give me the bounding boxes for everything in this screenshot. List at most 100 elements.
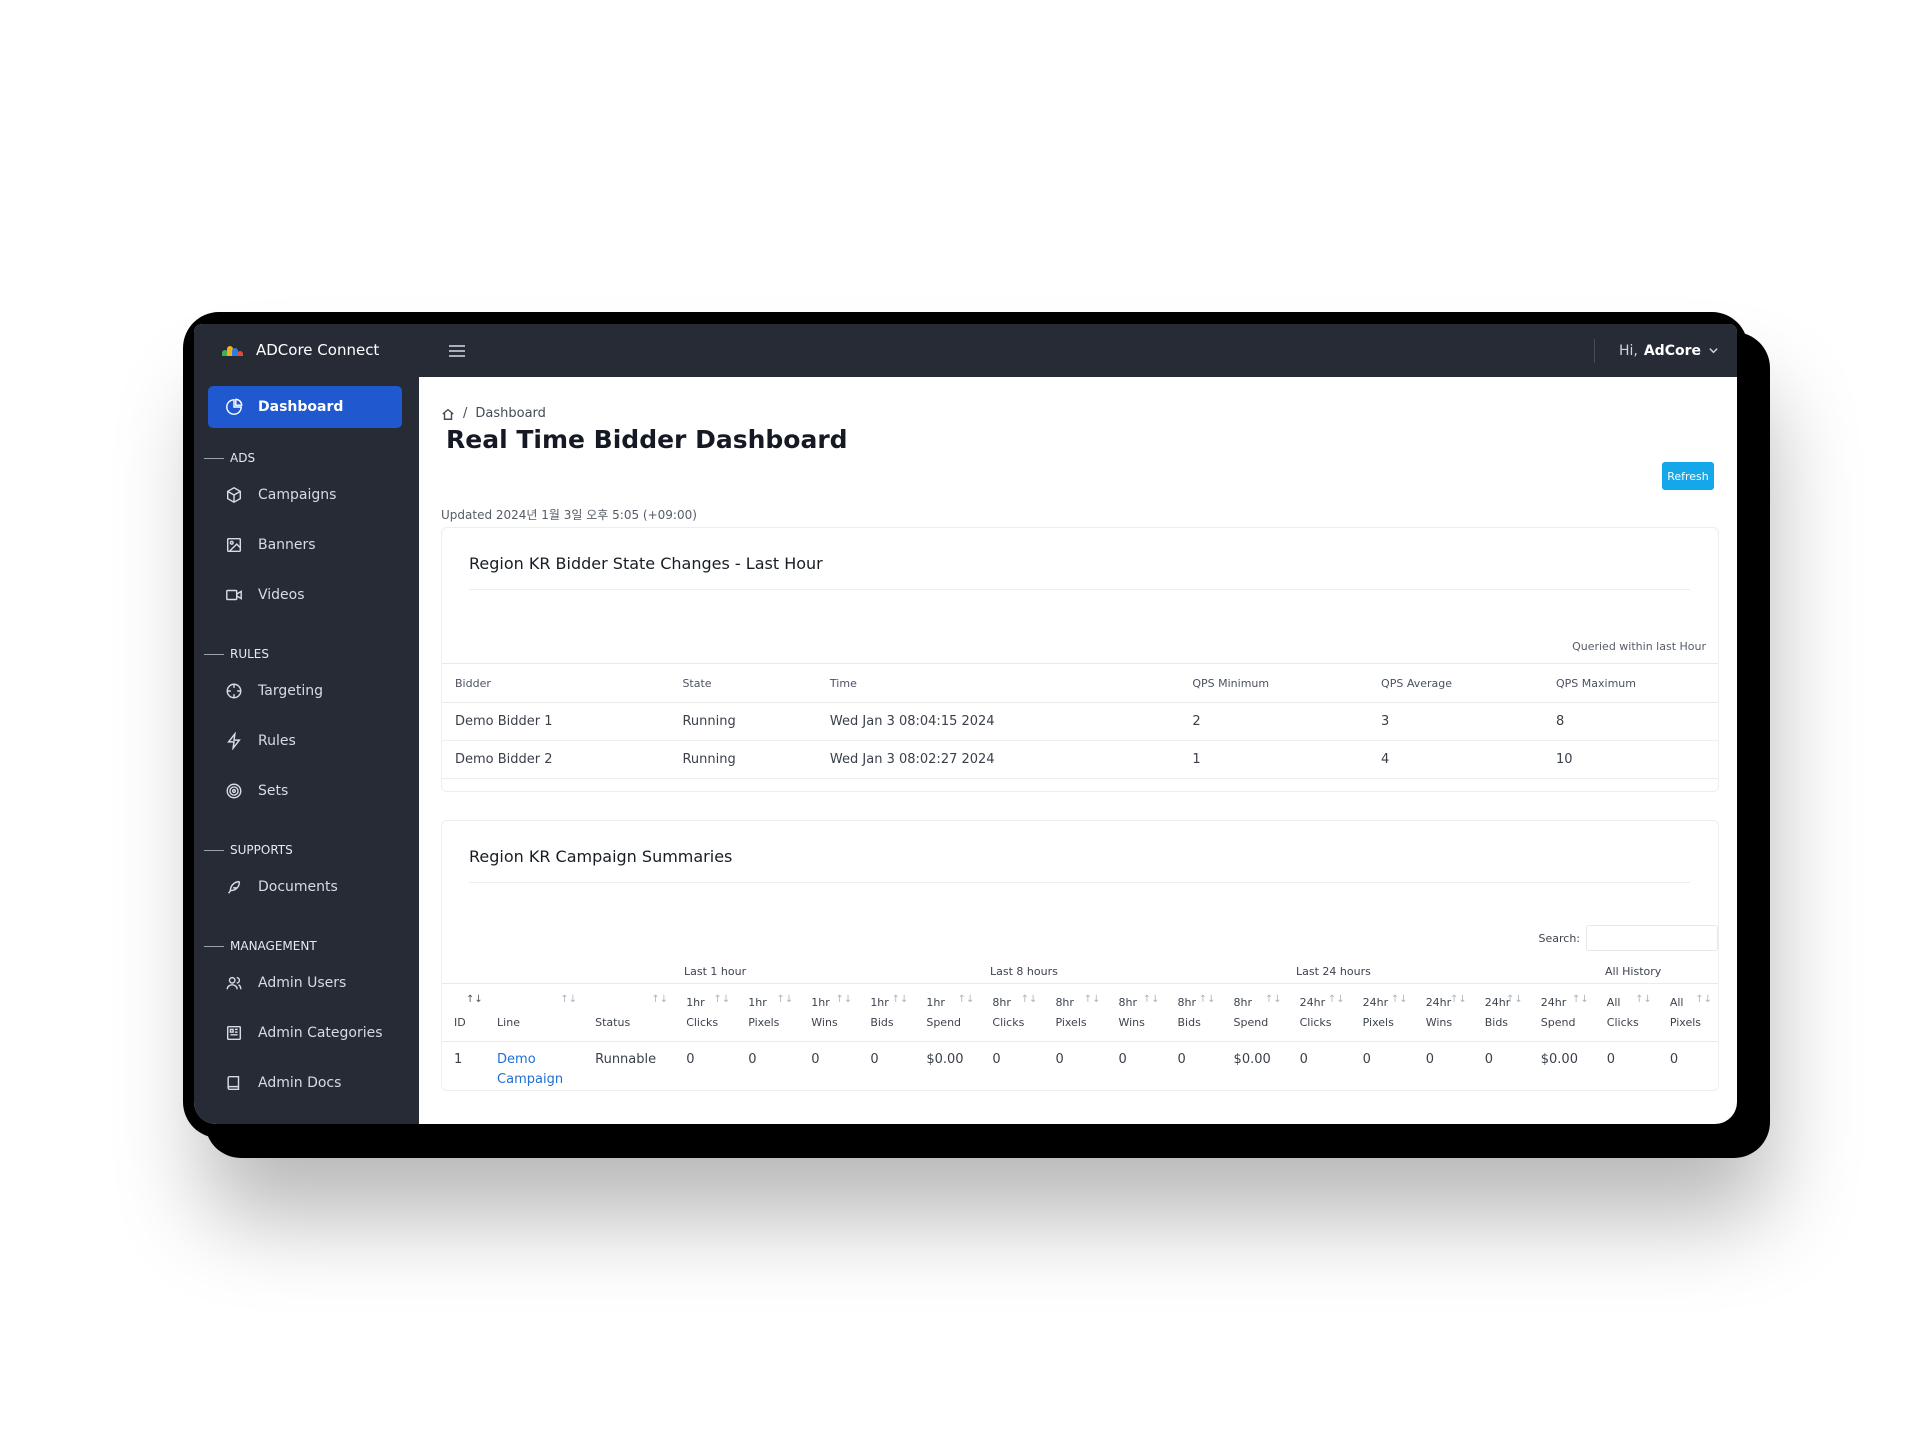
sidebar-item-label: Campaigns <box>258 487 337 503</box>
column-header[interactable]: ↑↓ 8hr Spend <box>1221 983 1288 1042</box>
table-cell: 3 <box>1368 702 1543 741</box>
column-header[interactable]: ↑↓ 24hr Pixels <box>1350 983 1414 1042</box>
column-header[interactable]: ↑↓ Line <box>485 983 584 1042</box>
user-menu[interactable]: Hi, AdCore <box>1593 338 1719 363</box>
brand-name: ADCore Connect <box>256 341 380 359</box>
column-groups: Last 1 hour Last 8 hours Last 24 hours A… <box>442 951 1718 983</box>
column-header[interactable]: ↑↓ All Clicks <box>1594 983 1658 1042</box>
sidebar-item-targeting[interactable]: Targeting <box>194 666 419 716</box>
column-header[interactable]: ↑↓ 24hr Clicks <box>1287 983 1351 1042</box>
refresh-button[interactable]: Refresh <box>1662 462 1714 490</box>
column-header[interactable]: ↑↓ 8hr Wins <box>1106 983 1166 1042</box>
sort-icon[interactable]: ↑↓ <box>1390 994 1408 1005</box>
column-header[interactable]: ↑↓ 1hr Pixels <box>736 983 800 1042</box>
column-header[interactable]: QPS Maximum <box>1543 663 1718 703</box>
menu-toggle-icon[interactable] <box>449 344 465 357</box>
sort-icon[interactable]: ↑↓ <box>1572 994 1589 1005</box>
sort-icon[interactable]: ↑↓ <box>466 994 483 1005</box>
sidebar-item-campaigns[interactable]: Campaigns <box>194 470 419 520</box>
column-header[interactable]: ↑↓ 24hr Spend <box>1528 983 1595 1042</box>
sidebar-item-label: Dashboard <box>258 399 344 415</box>
column-header-prefix: 8hr <box>1055 996 1074 1009</box>
sidebar-item-banners[interactable]: Banners <box>194 520 419 570</box>
table-cell: Wed Jan 3 08:04:15 2024 <box>816 702 1180 741</box>
column-header-label: Spend <box>1233 1016 1269 1029</box>
column-header[interactable]: Bidder <box>442 663 670 703</box>
brand[interactable]: ADCore Connect <box>194 324 419 376</box>
bidder-state-card: Region KR Bidder State Changes - Last Ho… <box>441 527 1719 792</box>
sort-icon[interactable]: ↑↓ <box>1083 994 1101 1005</box>
crosshair-icon <box>224 681 244 701</box>
column-header[interactable]: ↑↓ 1hr Clicks <box>674 983 737 1042</box>
card-title: Region KR Bidder State Changes - Last Ho… <box>469 554 823 573</box>
sort-icon[interactable]: ↑↓ <box>776 994 794 1005</box>
column-header[interactable]: ↑↓ 8hr Clicks <box>980 983 1044 1042</box>
table-cell: 0 <box>811 1052 820 1067</box>
target-icon <box>224 781 244 801</box>
bidder-table: Bidder State Time QPS Minimum QPS Average QPS… <box>442 663 1718 779</box>
sort-icon[interactable]: ↑↓ <box>651 994 669 1005</box>
sidebar-item-videos[interactable]: Videos <box>194 570 419 620</box>
sidebar-item-label: Admin Users <box>258 975 347 991</box>
column-header[interactable]: State <box>669 663 817 703</box>
column-header-prefix: 8hr <box>1118 996 1137 1009</box>
sidebar-item-admin-docs[interactable]: Admin Docs <box>194 1058 419 1108</box>
sidebar-item-dashboard[interactable]: Dashboard <box>208 386 402 428</box>
column-header[interactable]: ↑↓ 8hr Pixels <box>1043 983 1107 1042</box>
sort-icon[interactable]: ↑↓ <box>1695 994 1712 1005</box>
category-icon <box>224 1023 244 1043</box>
campaign-link[interactable]: Demo Campaign <box>497 1052 564 1087</box>
column-header[interactable]: ↑↓ 1hr Spend <box>914 983 981 1042</box>
column-header[interactable]: ↑↓ 1hr Bids <box>858 983 915 1042</box>
column-header-label: Wins <box>1425 1016 1453 1029</box>
sidebar: ADCore Connect Dashboard ADS Campaigns Ban… <box>194 324 419 1124</box>
sort-icon[interactable]: ↑↓ <box>560 994 578 1005</box>
column-header[interactable]: ↑↓ Status <box>583 983 675 1042</box>
sidebar-item-admin-categories[interactable]: Admin Categories <box>194 1008 419 1058</box>
column-header[interactable]: QPS Average <box>1368 663 1543 703</box>
sidebar-item-label: Admin Categories <box>258 1025 383 1041</box>
sort-icon[interactable]: ↑↓ <box>1264 994 1282 1005</box>
sort-icon[interactable]: ↑↓ <box>1635 994 1652 1005</box>
sort-icon[interactable]: ↑↓ <box>1142 994 1160 1005</box>
column-header[interactable]: QPS Minimum <box>1179 663 1369 703</box>
table-cell: Wed Jan 3 08:02:27 2024 <box>816 740 1180 779</box>
home-icon[interactable] <box>441 407 455 421</box>
column-header[interactable]: ↑↓ 24hr Bids <box>1472 983 1529 1042</box>
column-header-prefix: 1hr <box>811 996 830 1009</box>
table-cell: 1 <box>1179 740 1369 779</box>
username: AdCore <box>1643 342 1701 359</box>
column-header-label: Clicks <box>1299 1016 1332 1029</box>
section-label-rules: RULES <box>194 646 419 662</box>
column-header-prefix: 1hr <box>926 996 945 1009</box>
table-cell: $0.00 <box>1233 1052 1271 1067</box>
column-header[interactable]: ↑↓ 24hr Wins <box>1413 983 1473 1042</box>
column-header-label: Clicks <box>1606 1016 1639 1029</box>
table-cell: 8 <box>1543 702 1718 741</box>
status-badge: Runnable <box>595 1052 657 1067</box>
column-header[interactable]: ↑↓ ID <box>442 983 486 1042</box>
sort-icon[interactable]: ↑↓ <box>1020 994 1038 1005</box>
sidebar-item-documents[interactable]: Documents <box>194 862 419 912</box>
sort-icon[interactable]: ↑↓ <box>891 994 909 1005</box>
sort-icon[interactable]: ↑↓ <box>1449 994 1467 1005</box>
table-cell: 10 <box>1543 740 1718 779</box>
column-header[interactable]: ↑↓ 1hr Wins <box>799 983 859 1042</box>
column-header[interactable]: ↑↓ All Pixels <box>1657 983 1718 1042</box>
sidebar-item-admin-users[interactable]: Admin Users <box>194 958 419 1008</box>
sort-icon[interactable]: ↑↓ <box>1327 994 1345 1005</box>
sidebar-item-sets[interactable]: Sets <box>194 766 419 816</box>
sidebar-item-rules[interactable]: Rules <box>194 716 419 766</box>
column-header[interactable]: ↑↓ 8hr Bids <box>1165 983 1222 1042</box>
sort-icon[interactable]: ↑↓ <box>1198 994 1216 1005</box>
sort-icon[interactable]: ↑↓ <box>713 994 731 1005</box>
search-input[interactable] <box>1586 925 1718 951</box>
sort-icon[interactable]: ↑↓ <box>1505 994 1523 1005</box>
status-badge: Running <box>669 740 817 779</box>
column-header[interactable]: Time <box>816 663 1180 703</box>
column-header-label: Pixels <box>1362 1016 1394 1029</box>
sort-icon[interactable]: ↑↓ <box>957 994 975 1005</box>
table-row: Demo Bidder 1 Running Wed Jan 3 08:04:15 2… <box>442 702 1718 741</box>
sort-icon[interactable]: ↑↓ <box>835 994 853 1005</box>
column-header-prefix: 1hr <box>748 996 767 1009</box>
